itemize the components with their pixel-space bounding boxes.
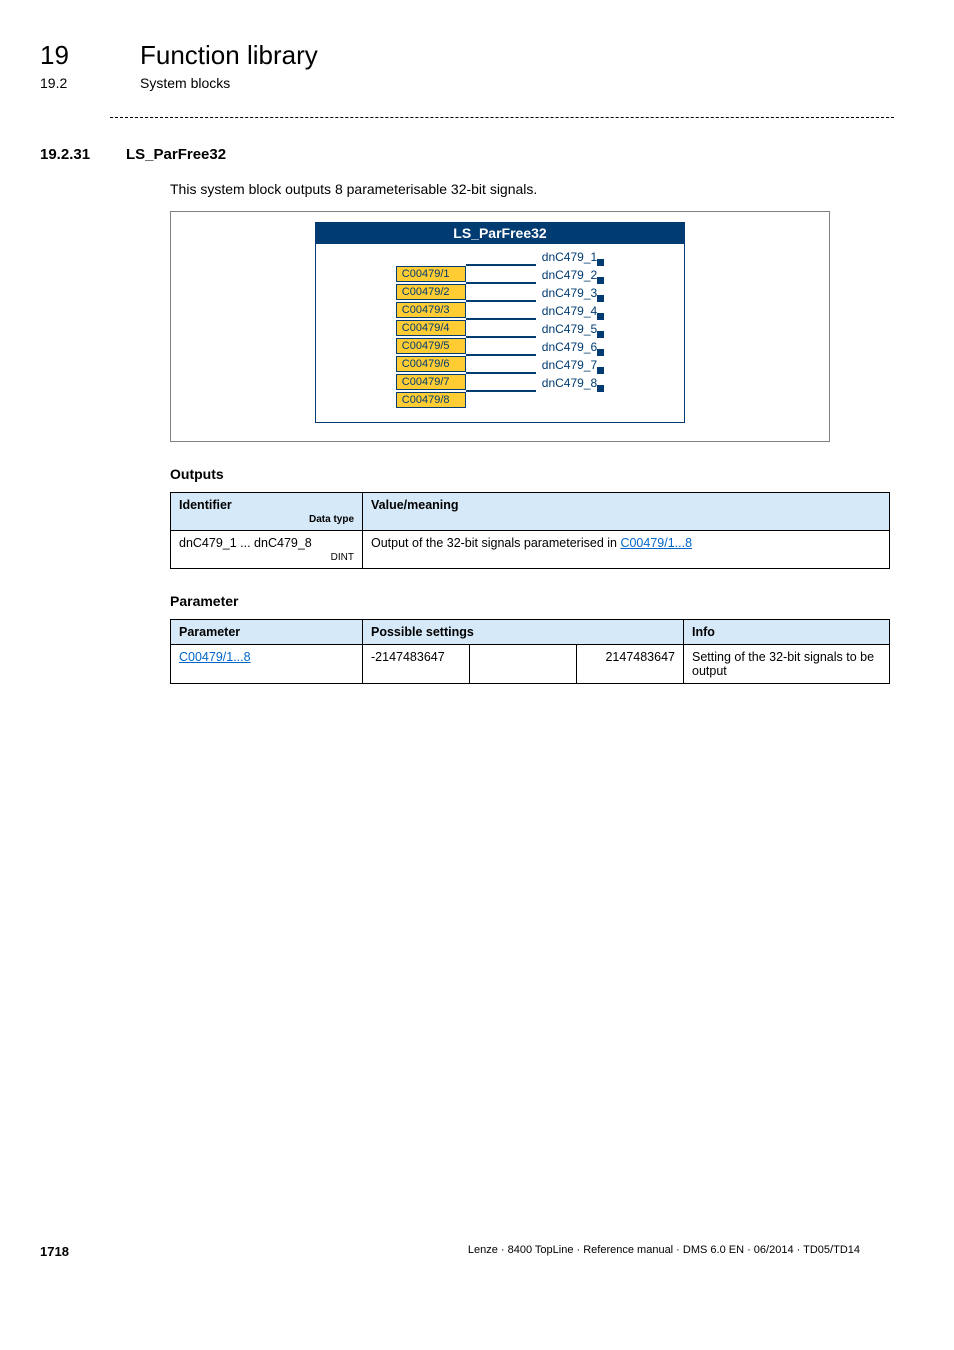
section-title: LS_ParFree32 bbox=[126, 146, 226, 163]
code-box: C00479/6 bbox=[396, 356, 466, 372]
table-row: C00479/1...8 -2147483647 2147483647 Sett… bbox=[171, 645, 890, 684]
param-blank bbox=[470, 645, 577, 684]
footer-right: Lenze · 8400 TopLine · Reference manual … bbox=[468, 1244, 860, 1259]
terminal-icon bbox=[597, 295, 604, 302]
diagram-frame: LS_ParFree32 C00479/1 dnC479_1 C00479/2 … bbox=[170, 211, 830, 442]
wire bbox=[466, 300, 536, 302]
signal-label: dnC479_3 bbox=[542, 286, 597, 300]
parameter-heading: Parameter bbox=[170, 593, 894, 609]
code-box: C00479/8 bbox=[396, 392, 466, 408]
page-number: 1718 bbox=[40, 1244, 69, 1259]
signal-label: dnC479_6 bbox=[542, 340, 597, 354]
terminal-icon bbox=[597, 331, 604, 338]
outputs-type: DINT bbox=[179, 552, 354, 563]
subsection-number: 19.2 bbox=[40, 75, 100, 91]
wire bbox=[466, 318, 536, 320]
block-body: C00479/1 dnC479_1 C00479/2 dnC479_2 C004… bbox=[315, 244, 685, 423]
code-box: C00479/7 bbox=[396, 374, 466, 390]
outputs-value-link[interactable]: C00479/1...8 bbox=[620, 536, 692, 550]
code-box: C00479/1 bbox=[396, 266, 466, 282]
wire bbox=[466, 336, 536, 338]
signal-label: dnC479_5 bbox=[542, 322, 597, 336]
outputs-col2: Value/meaning bbox=[363, 493, 890, 531]
param-col1: Parameter bbox=[171, 620, 363, 645]
param-col3: Info bbox=[684, 620, 890, 645]
table-row: dnC479_1 ... dnC479_8 DINT Output of the… bbox=[171, 531, 890, 569]
wire bbox=[466, 390, 536, 392]
param-info: Setting of the 32-bit signals to be outp… bbox=[684, 645, 890, 684]
terminal-icon bbox=[597, 259, 604, 266]
terminal-icon bbox=[597, 313, 604, 320]
signal-label: dnC479_1 bbox=[542, 250, 597, 264]
wire bbox=[466, 282, 536, 284]
code-box: C00479/3 bbox=[396, 302, 466, 318]
outputs-table: Identifier Data type Value/meaning dnC47… bbox=[170, 492, 890, 569]
separator bbox=[110, 117, 894, 118]
section-number: 19.2.31 bbox=[40, 146, 100, 163]
section-intro: This system block outputs 8 parameterisa… bbox=[170, 181, 894, 197]
outputs-value-pre: Output of the 32-bit signals parameteris… bbox=[371, 536, 620, 550]
block-title: LS_ParFree32 bbox=[315, 222, 685, 244]
signal-label: dnC479_4 bbox=[542, 304, 597, 318]
parameter-table: Parameter Possible settings Info C00479/… bbox=[170, 619, 890, 684]
outputs-identifier: dnC479_1 ... dnC479_8 bbox=[179, 536, 312, 550]
signal-label: dnC479_2 bbox=[542, 268, 597, 282]
signal-label: dnC479_7 bbox=[542, 358, 597, 372]
signal-label: dnC479_8 bbox=[542, 376, 597, 390]
param-link[interactable]: C00479/1...8 bbox=[179, 650, 251, 664]
param-col2: Possible settings bbox=[363, 620, 684, 645]
code-box: C00479/2 bbox=[396, 284, 466, 300]
terminal-icon bbox=[597, 349, 604, 356]
param-min: -2147483647 bbox=[363, 645, 470, 684]
wire bbox=[466, 372, 536, 374]
outputs-col1: Identifier bbox=[179, 498, 232, 512]
subsection-title: System blocks bbox=[140, 75, 230, 91]
outputs-col1-sub: Data type bbox=[179, 514, 354, 525]
wire bbox=[466, 264, 536, 266]
outputs-heading: Outputs bbox=[170, 466, 894, 482]
terminal-icon bbox=[597, 277, 604, 284]
terminal-icon bbox=[597, 367, 604, 374]
terminal-icon bbox=[597, 385, 604, 392]
param-max: 2147483647 bbox=[577, 645, 684, 684]
chapter-title: Function library bbox=[140, 40, 318, 71]
chapter-number: 19 bbox=[40, 40, 100, 71]
wire bbox=[466, 354, 536, 356]
code-box: C00479/4 bbox=[396, 320, 466, 336]
code-box: C00479/5 bbox=[396, 338, 466, 354]
